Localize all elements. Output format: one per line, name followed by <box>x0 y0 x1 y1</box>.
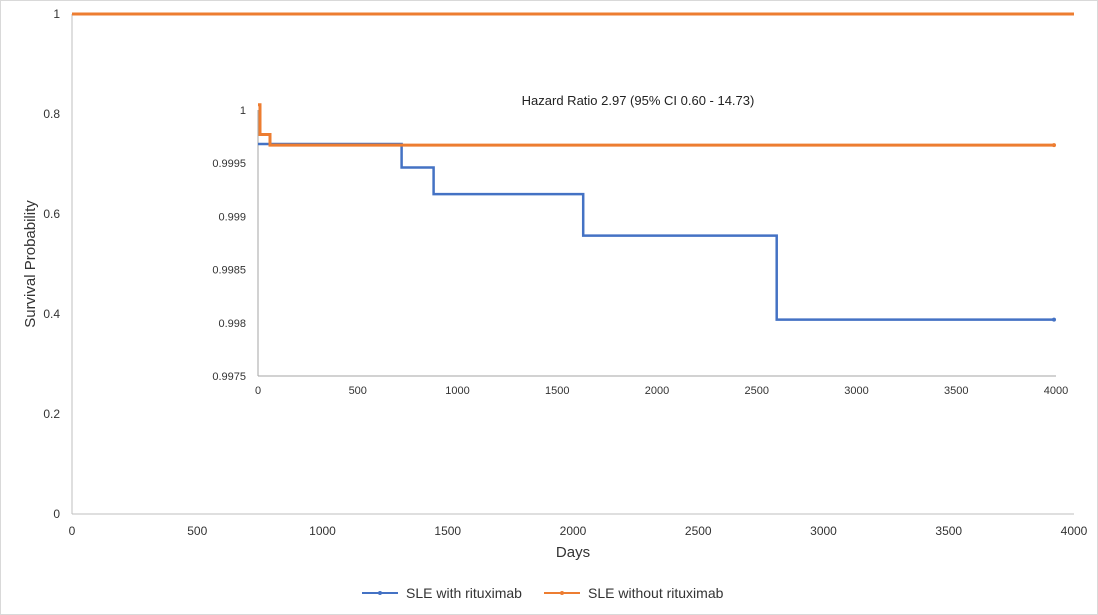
main-x-axis-title: Days <box>556 544 590 561</box>
main-x-tick-label: 3000 <box>810 524 837 538</box>
legend-label-with-rituximab: SLE with rituximab <box>406 585 522 601</box>
inset-x-tick-label: 3500 <box>944 385 968 397</box>
main-y-axis-title: Survival Probability <box>22 200 39 328</box>
main-x-tick-label: 4000 <box>1061 524 1088 538</box>
inset-series-end-marker <box>1052 143 1057 148</box>
main-y-tick-label: 0.6 <box>43 207 60 221</box>
main-x-tick-label: 2000 <box>560 524 587 538</box>
inset-series-line-with-rituximab <box>258 142 1054 321</box>
main-x-tick-label: 1000 <box>309 524 336 538</box>
legend-marker-with-rituximab <box>378 591 382 595</box>
main-x-tick-label: 500 <box>187 524 207 538</box>
main-y-tick-label: 0.8 <box>43 107 60 121</box>
main-x-tick-label: 2500 <box>685 524 712 538</box>
legend-marker-without-rituximab <box>560 591 564 595</box>
main-y-tick-label: 1 <box>53 7 60 21</box>
main-x-tick-label: 0 <box>69 524 76 538</box>
inset-y-tick-label: 1 <box>240 105 246 117</box>
inset-y-tick-label: 0.998 <box>218 318 246 330</box>
inset-y-tick-label: 0.999 <box>218 211 246 223</box>
inset-x-tick-label: 0 <box>255 385 261 397</box>
inset-y-tick-label: 0.9975 <box>212 371 246 383</box>
main-y-tick-label: 0 <box>53 507 60 521</box>
inset-x-tick-label: 3000 <box>844 385 868 397</box>
inset-series-line-without-rituximab <box>258 103 1054 147</box>
main-y-tick-label: 0.2 <box>43 407 60 421</box>
inset-y-tick-label: 0.9995 <box>212 158 246 170</box>
main-x-tick-label: 1500 <box>434 524 461 538</box>
inset-x-tick-label: 4000 <box>1044 385 1068 397</box>
hazard-ratio-annotation: Hazard Ratio 2.97 (95% CI 0.60 - 14.73) <box>522 93 755 108</box>
inset-x-tick-label: 2500 <box>745 385 769 397</box>
inset-y-tick-label: 0.9985 <box>212 265 246 277</box>
inset-x-tick-label: 500 <box>349 385 367 397</box>
inset-x-tick-label: 1000 <box>445 385 469 397</box>
inset-x-tick-label: 1500 <box>545 385 569 397</box>
inset-x-tick-label: 2000 <box>645 385 669 397</box>
inset-series-end-marker <box>1052 317 1057 322</box>
legend-label-without-rituximab: SLE without rituximab <box>588 585 724 601</box>
main-x-tick-label: 3500 <box>935 524 962 538</box>
main-y-tick-label: 0.4 <box>43 307 60 321</box>
